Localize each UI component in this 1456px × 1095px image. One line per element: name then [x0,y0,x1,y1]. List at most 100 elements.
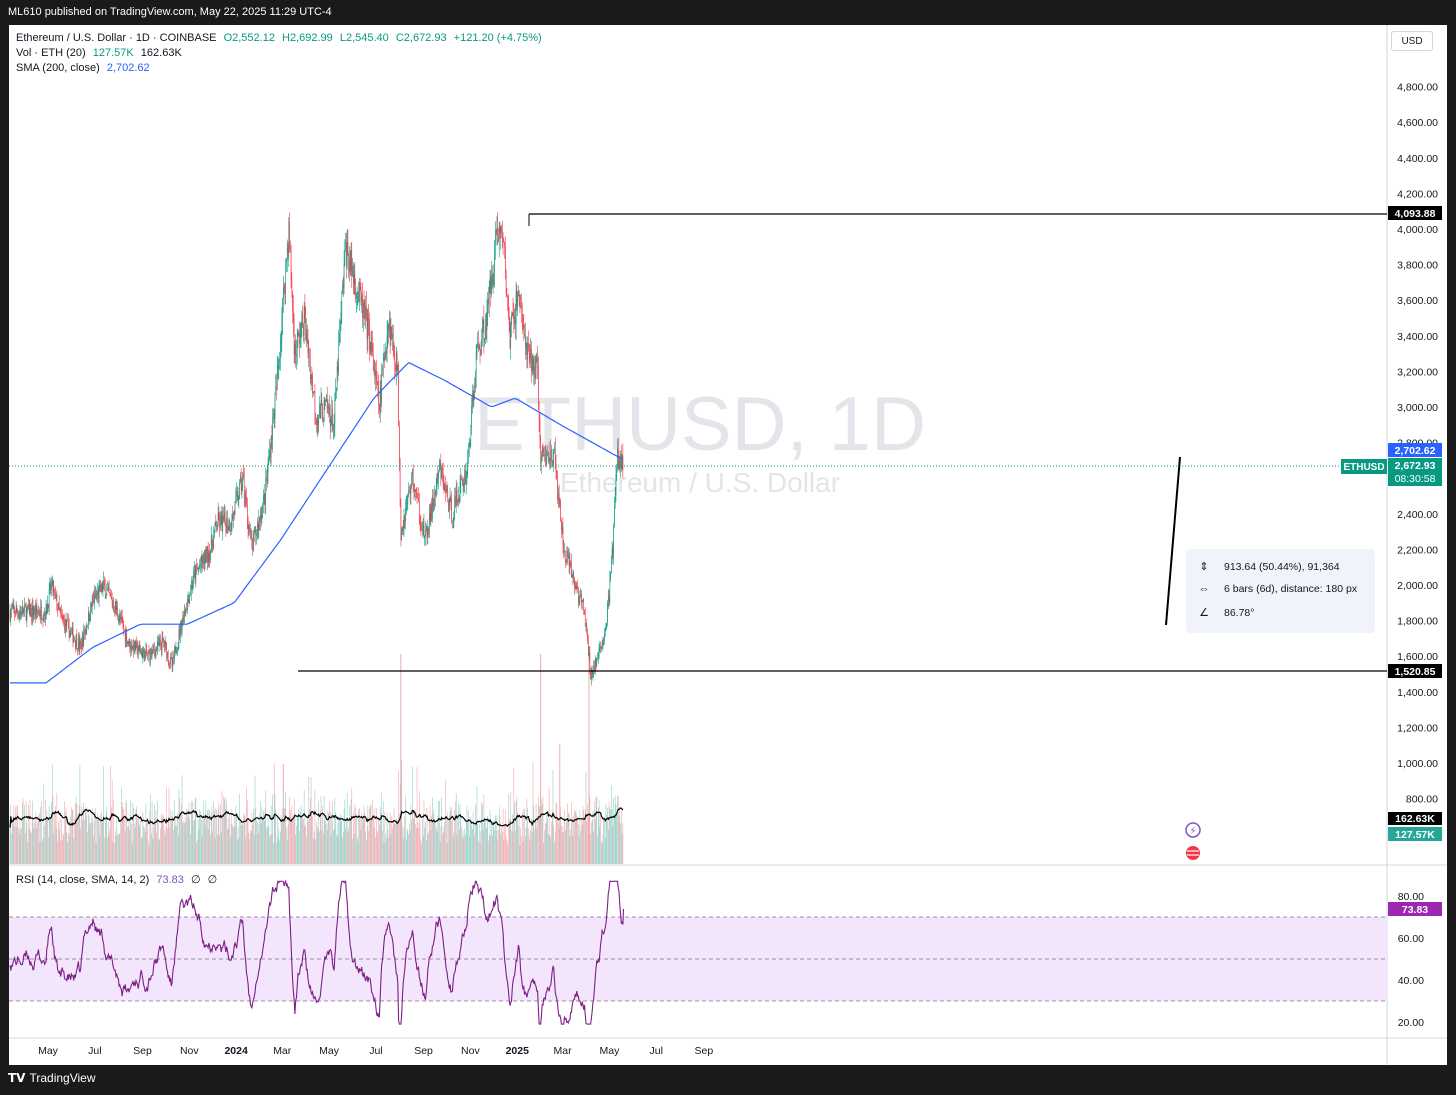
candle-body [107,589,108,591]
candle-body [424,536,426,538]
volume-bar [566,820,568,864]
volume-bar [61,819,62,864]
volume-bar [482,829,484,864]
candle-body [113,604,114,610]
volume-bar [306,815,308,864]
volume-bar [503,840,505,864]
volume-bar [493,819,495,864]
candle-body [48,588,50,609]
volume-bar [168,787,170,864]
volume-bar [151,801,153,864]
candle-body [518,291,520,304]
volume-bar [104,822,106,864]
candle-body [359,281,361,288]
volume-bar [153,827,154,864]
candle-body [323,420,324,422]
candle-body [326,395,327,402]
candle-body [225,523,227,533]
candle-body [404,515,406,522]
candle-body [25,607,27,620]
candle-body [444,484,445,491]
price-tick-label: 800.00 [1406,794,1438,806]
volume-bar [32,817,34,864]
measure-trendline[interactable] [1165,456,1181,626]
volume-bar [65,807,67,864]
candle-body [432,496,434,506]
candle-body [360,287,362,303]
volume-bar [396,818,397,864]
volume-bar [473,821,475,864]
volume-bar [47,818,48,864]
volume-bar [309,808,310,864]
candle-body [504,242,505,247]
volume-bar [273,762,275,864]
candle-body [563,545,565,552]
candle-body [319,404,321,419]
measure-tooltip: ⇕ 913.64 (50.44%), 91,364 ⇔ 6 bars (6d),… [1186,549,1375,633]
volume-bar [509,820,511,864]
lightning-icon[interactable] [1185,822,1201,838]
candle-body [382,373,383,375]
volume-bar [318,801,320,864]
candle-body [580,593,581,597]
candle-body [340,312,342,323]
volume-bar [72,809,74,864]
volume-bar [405,839,407,864]
tradingview-logo[interactable]: 𝗧𝗩 TradingView [8,1071,96,1085]
volume-bar [299,831,300,864]
candle-body [327,406,329,408]
volume-bar [39,841,41,864]
candle-body [191,584,193,589]
volume-bar [151,833,152,864]
volume-bar [164,835,166,864]
candle-body [102,585,104,592]
volume-bar [231,823,233,864]
volume-bar [200,811,201,864]
volume-bar [175,815,177,864]
candle-body [358,291,359,302]
volume-bar [251,813,253,864]
volume-bar [622,823,624,864]
watermark-ticker: ETHUSD, 1D [474,382,926,467]
candle-body [446,488,448,492]
candle-body [514,316,515,324]
volume-bar [397,819,399,864]
volume-bar [469,819,471,864]
volume-bar [395,823,396,864]
candle-body [402,527,403,532]
volume-bar [474,834,475,864]
candle-body [48,603,49,609]
volume-bar [126,802,128,864]
candle-body [173,656,174,659]
tag-resistance: 4,093.88 [1395,208,1436,220]
candle-body [298,331,300,334]
candle-body [208,553,210,562]
volume-bar [329,801,330,864]
volume-bar [592,810,594,864]
currency-button[interactable]: USD [1391,31,1433,51]
candle-body [227,518,228,530]
volume-bar [203,800,204,864]
volume-bar [572,835,574,864]
candle-body [197,568,198,570]
rsi-tick-label: 40.00 [1398,975,1424,987]
volume-bar [28,804,29,864]
candle-body [18,613,19,618]
candle-body [581,599,583,603]
volume-bar [233,817,235,864]
candle-body [339,333,340,344]
candle-body [309,361,311,380]
volume-bar [551,813,553,864]
volume-bar [127,826,128,864]
candle-body [540,440,541,464]
volume-bar [184,816,186,864]
volume-bar [130,800,131,864]
volume-bar [336,834,337,864]
volume-bar [535,803,537,864]
volume-bar [292,815,293,864]
volume-bar [420,839,422,864]
candle-body [356,292,358,294]
candle-body [465,470,466,484]
flag-icon[interactable] [1186,846,1200,860]
